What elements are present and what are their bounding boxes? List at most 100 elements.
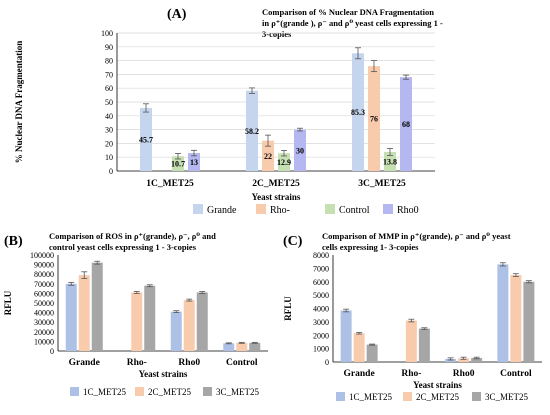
legend-label: Rho- [270, 205, 290, 216]
legend-label: 1C_MET25 [83, 387, 127, 397]
data-label: 22 [264, 152, 272, 161]
bar [172, 156, 184, 171]
data-label: 45.7 [139, 135, 153, 144]
bar [144, 285, 156, 351]
bar [368, 66, 380, 171]
x-category-label: 3C_MET25 [358, 179, 406, 189]
y-tick-label: 4000 [313, 305, 329, 314]
y-tick-label: 30000 [34, 318, 54, 327]
bar [91, 262, 103, 351]
legend-swatch [403, 392, 412, 401]
data-label: 30 [296, 146, 304, 155]
bar [352, 53, 364, 172]
bar [246, 90, 258, 171]
y-tick-label: 20000 [34, 328, 54, 337]
x-axis-title: Yeast strains [139, 369, 188, 379]
legend-label: Control [339, 205, 370, 216]
data-label: 12.9 [277, 158, 291, 167]
y-axis-title: RFLU [283, 296, 293, 321]
bar [405, 320, 417, 362]
data-label: 13 [190, 158, 198, 167]
y-tick-label: 90000 [34, 261, 54, 270]
y-tick-label: 6000 [313, 278, 329, 287]
bar [523, 281, 535, 362]
legend-swatch [336, 392, 345, 401]
legend-label: Grande [207, 205, 237, 216]
legend-swatch [70, 387, 79, 396]
y-tick-label: 70000 [34, 280, 54, 289]
x-category-label: Grande [69, 358, 100, 368]
bar [65, 283, 77, 351]
bar [471, 357, 483, 362]
y-tick-label: 10000 [34, 337, 54, 346]
y-tick-label: 2000 [313, 331, 329, 340]
y-tick-label: 100000 [30, 251, 54, 260]
legend-label: 3C_MET25 [216, 387, 260, 397]
chart-title-line: cells expressing 1- 3-copies [322, 242, 419, 252]
legend-label: 2C_MET25 [148, 387, 192, 397]
chart-title-line: Comparison of ROS in ρ⁺(grande), ρ⁻, ρ⁰ … [49, 231, 216, 241]
bar [188, 153, 200, 171]
chart-title-line: Comparison of MMP in ρ⁺(grande), ρ⁻ and … [322, 231, 511, 241]
bar [458, 358, 470, 362]
legend-swatch [193, 204, 203, 214]
x-category-label: 1C_MET25 [146, 179, 194, 189]
y-tick-label: 40 [105, 112, 113, 121]
bar [445, 358, 457, 362]
y-tick-label: 30 [105, 126, 113, 135]
x-category-label: Control [226, 358, 258, 368]
legend-label: 1C_MET25 [349, 392, 393, 402]
x-category-label: Grande [344, 369, 375, 379]
y-tick-label: 80 [105, 57, 113, 66]
bar [196, 292, 208, 351]
y-tick-label: 3000 [313, 318, 329, 327]
bar [400, 77, 412, 171]
y-tick-label: 60000 [34, 289, 54, 298]
legend-swatch [203, 387, 212, 396]
bar [497, 264, 509, 362]
x-category-label: Rho0 [178, 358, 200, 368]
x-category-label: Rho- [401, 369, 421, 379]
bar [262, 140, 274, 171]
y-tick-label: 1000 [313, 345, 329, 354]
y-axis-title: % Nuclear DNA Fragmentation [14, 41, 24, 164]
chart-title-line: control yeast cells expressing 1 - 3-cop… [49, 242, 197, 252]
bar [183, 300, 195, 351]
bar [131, 292, 143, 351]
chart-title-line: Comparison of % Nuclear DNA Fragmentatio… [262, 7, 434, 17]
bar [418, 328, 430, 362]
bar [170, 311, 182, 351]
chart-panel-b: (B) Comparison of ROS in ρ⁺(grande), ρ⁻, … [3, 231, 268, 397]
y-tick-label: 70 [105, 70, 113, 79]
chart-title-line: 3-copies [262, 29, 292, 39]
panel-label: (B) [4, 234, 23, 249]
bar [223, 343, 235, 351]
y-tick-label: 80000 [34, 270, 54, 279]
legend-swatch [135, 387, 144, 396]
bar [353, 333, 365, 362]
x-category-label: Rho0 [453, 369, 475, 379]
x-category-label: Control [500, 369, 532, 379]
bar [278, 153, 290, 171]
bar [140, 107, 152, 171]
bar [236, 342, 248, 351]
legend-swatch [472, 392, 481, 401]
y-tick-label: 40000 [34, 309, 54, 318]
legend-label: 2C_MET25 [416, 392, 460, 402]
legend-label: Rho0 [397, 205, 419, 216]
x-category-label: 2C_MET25 [252, 179, 300, 189]
x-category-label: Rho- [127, 358, 147, 368]
y-tick-label: 50000 [34, 299, 54, 308]
chart-title-line: in ρ⁺(grande ), ρ⁻ and ρ⁰ yeast cells ex… [262, 18, 443, 28]
data-label: 10.7 [171, 160, 185, 169]
bar [340, 310, 352, 362]
data-label: 76 [370, 115, 378, 124]
y-tick-label: 90 [105, 43, 113, 52]
y-tick-label: 0 [325, 358, 329, 367]
data-label: 85.3 [351, 108, 365, 117]
y-tick-label: 100 [101, 29, 113, 38]
bar [249, 342, 261, 351]
y-tick-label: 5000 [313, 291, 329, 300]
bar [78, 275, 90, 351]
